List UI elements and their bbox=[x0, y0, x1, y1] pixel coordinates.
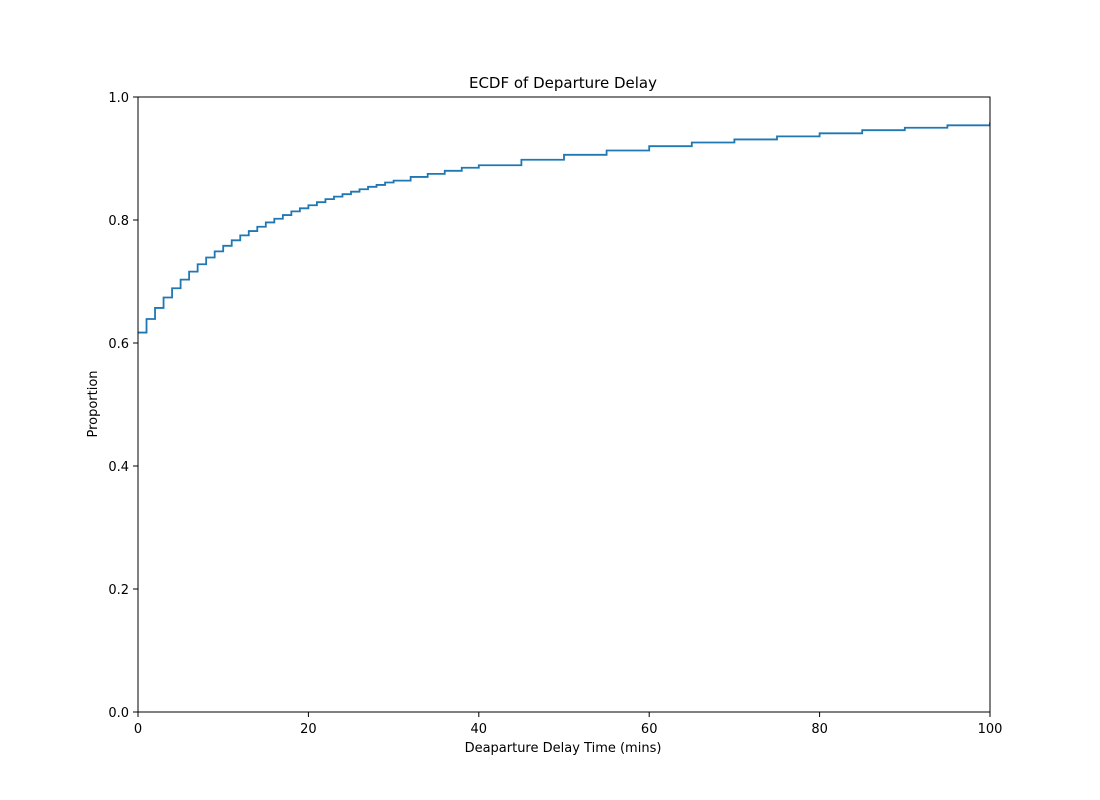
x-tick-label: 0 bbox=[134, 722, 142, 737]
x-axis-label: Deaparture Delay Time (mins) bbox=[465, 741, 662, 756]
y-tick-label: 0.0 bbox=[108, 706, 129, 721]
x-axis-ticks: 0 20 40 60 80 100 bbox=[134, 712, 1003, 737]
y-axis-ticks: 0.0 0.2 0.4 0.6 0.8 1.0 bbox=[108, 91, 138, 721]
axes-frame bbox=[137, 96, 991, 713]
x-tick-label: 60 bbox=[641, 722, 658, 737]
y-tick-label: 0.6 bbox=[108, 337, 129, 352]
x-tick-label: 20 bbox=[300, 722, 317, 737]
y-tick-label: 1.0 bbox=[108, 91, 129, 106]
x-tick-label: 40 bbox=[471, 722, 488, 737]
x-tick-label: 80 bbox=[811, 722, 828, 737]
plot-area bbox=[137, 96, 991, 713]
ecdf-line-series-0 bbox=[138, 122, 990, 334]
chart-title: ECDF of Departure Delay bbox=[469, 74, 657, 92]
y-tick-label: 0.8 bbox=[108, 214, 129, 229]
y-tick-label: 0.2 bbox=[108, 583, 129, 598]
y-axis-label: Proportion bbox=[86, 370, 101, 437]
x-tick-label: 100 bbox=[978, 722, 1003, 737]
y-tick-label: 0.4 bbox=[108, 460, 129, 475]
